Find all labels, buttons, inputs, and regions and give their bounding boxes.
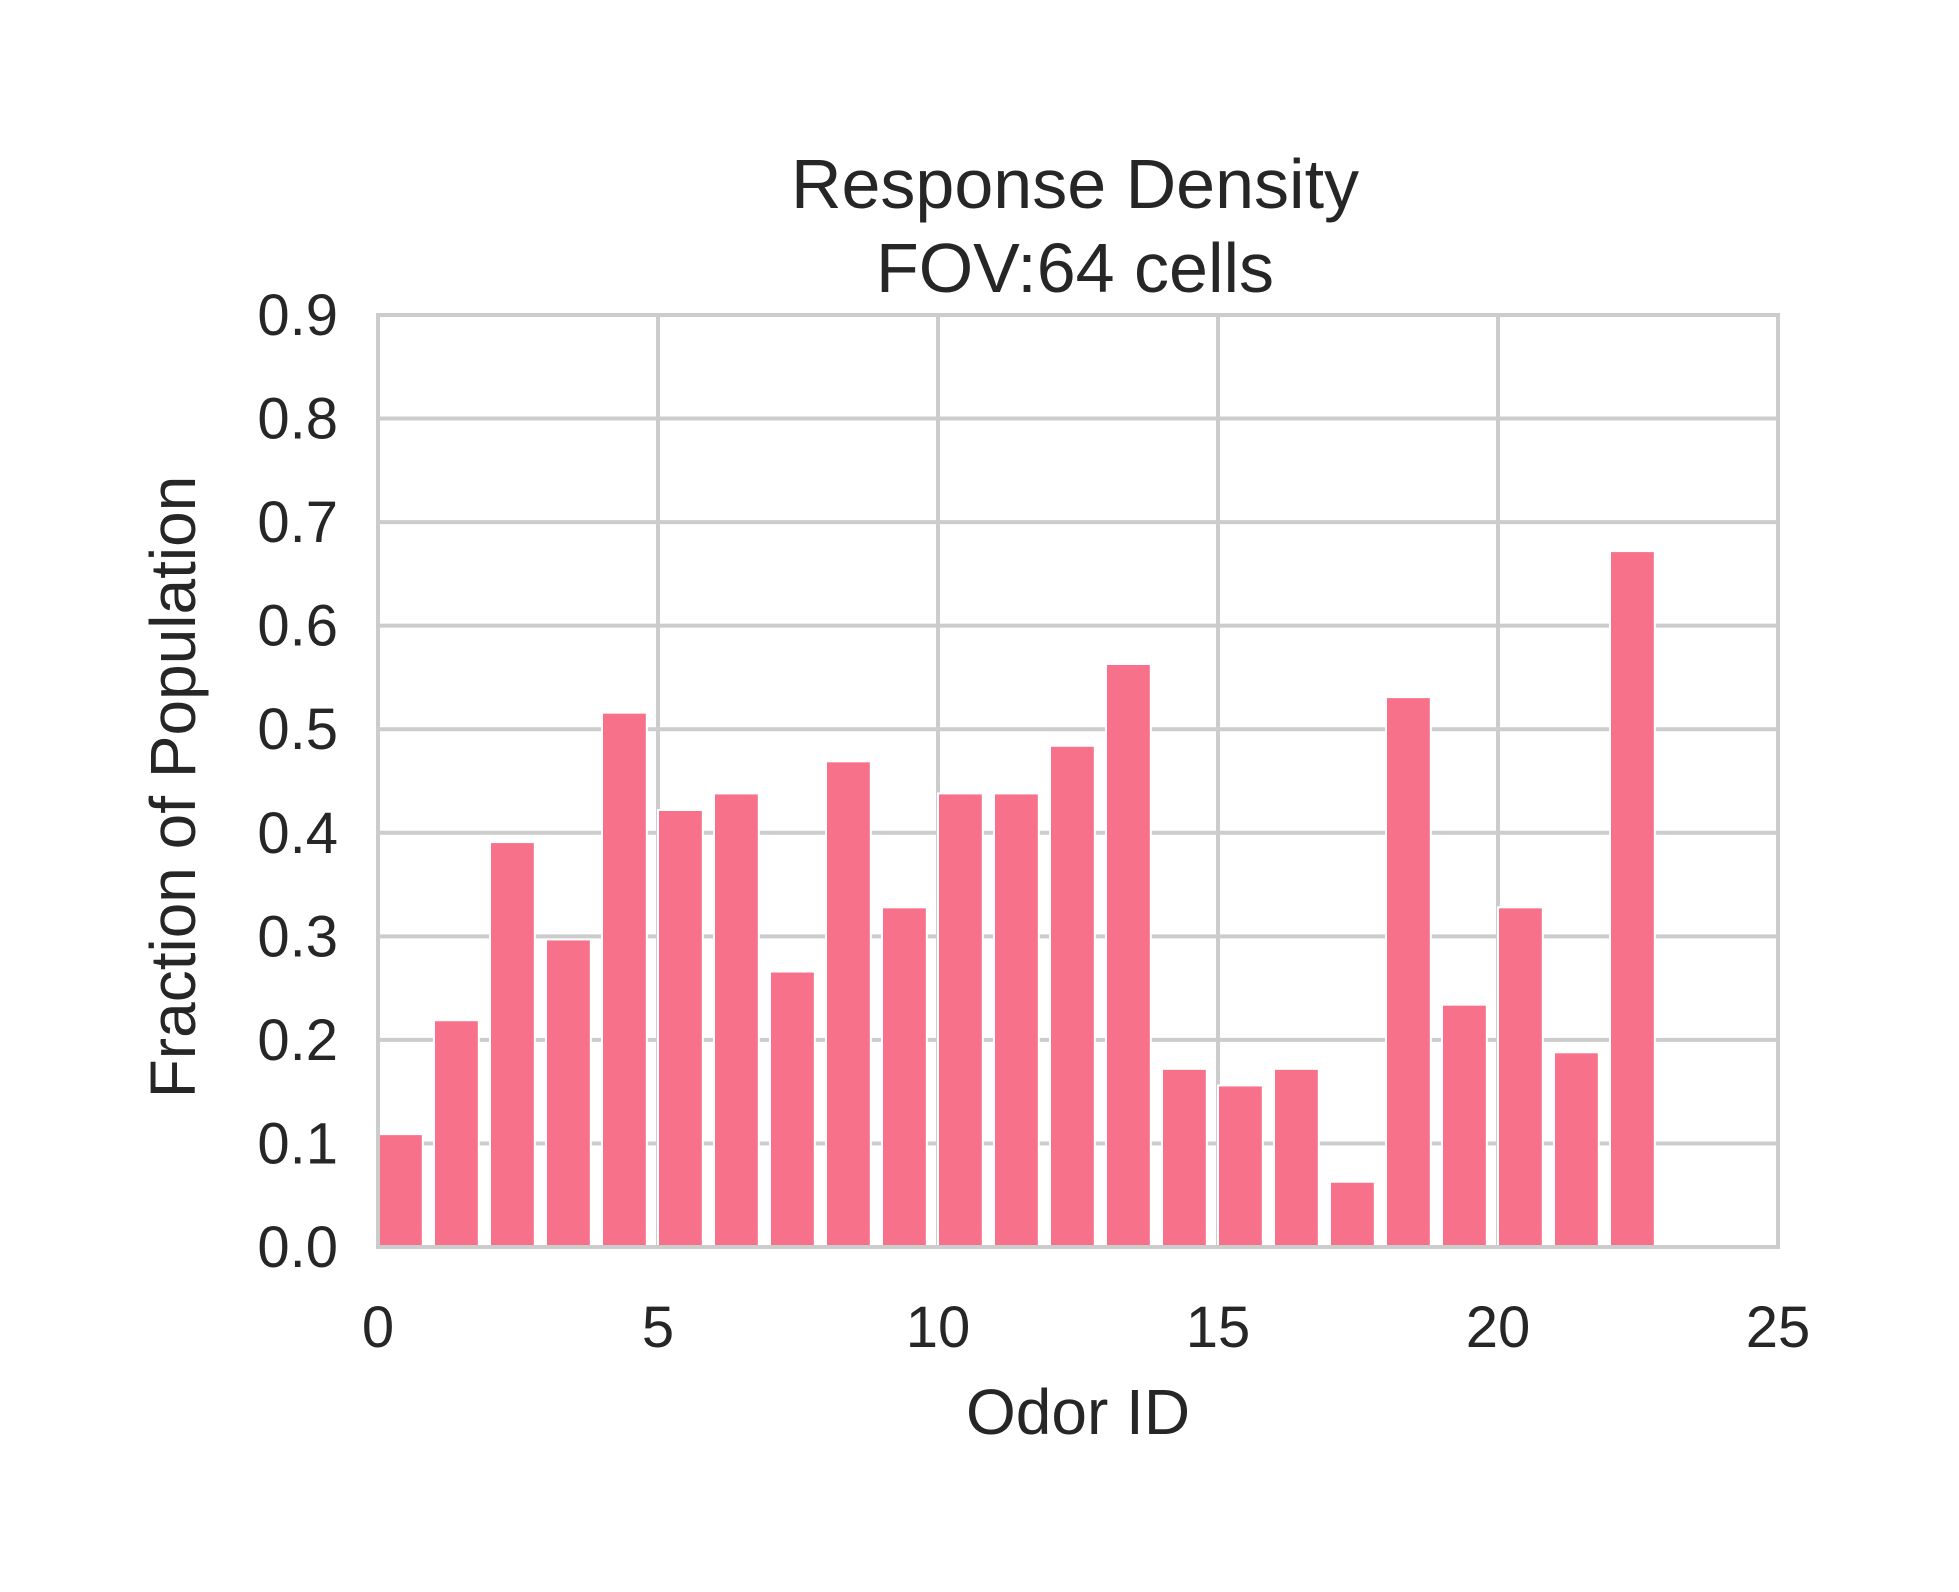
y-tick-label: 0.2 [257, 1008, 338, 1073]
y-tick-label: 0.8 [257, 387, 338, 452]
bar [489, 841, 536, 1248]
x-axis-label: Odor ID [966, 1376, 1190, 1448]
bar [545, 938, 592, 1248]
y-tick-label: 0.7 [257, 490, 338, 555]
bars [377, 550, 1656, 1249]
x-tick-label: 25 [1746, 1295, 1811, 1360]
bar [1105, 662, 1152, 1248]
x-tick-label: 5 [642, 1295, 674, 1360]
x-tick-label: 20 [1466, 1295, 1531, 1360]
chart-title: Response Density [791, 145, 1359, 223]
y-tick-labels: 0.0 0.1 0.2 0.3 0.4 0.5 0.6 0.7 0.8 0.9 [257, 283, 338, 1280]
bar [825, 760, 872, 1249]
bar [769, 970, 816, 1248]
bar [601, 711, 648, 1248]
y-tick-label: 0.3 [257, 904, 338, 969]
bar [881, 906, 928, 1248]
bar [1385, 696, 1432, 1248]
bar [1553, 1051, 1600, 1248]
y-tick-label: 0.5 [257, 697, 338, 762]
y-axis-label: Fraction of Population [137, 476, 209, 1099]
x-tick-label: 15 [1186, 1295, 1251, 1360]
y-tick-label: 0.6 [257, 594, 338, 659]
chart-subtitle: FOV:64 cells [876, 229, 1274, 307]
bar [1441, 1003, 1488, 1248]
bar [1049, 744, 1096, 1249]
y-tick-label: 0.4 [257, 801, 338, 866]
x-tick-label: 0 [362, 1295, 394, 1360]
bar [1497, 906, 1544, 1248]
bar [1329, 1180, 1376, 1249]
y-tick-label: 0.1 [257, 1111, 338, 1176]
bar [433, 1019, 480, 1248]
x-tick-labels: 0 5 10 15 20 25 [362, 1295, 1810, 1360]
bar [1161, 1067, 1208, 1248]
plot-frame [376, 313, 1780, 1249]
bar [993, 792, 1040, 1249]
y-tick-label: 0.9 [257, 283, 338, 348]
x-tick-label: 10 [906, 1295, 971, 1360]
bar [1217, 1084, 1264, 1249]
bar [713, 792, 760, 1249]
bar [377, 1133, 424, 1248]
y-tick-label: 0.0 [257, 1215, 338, 1280]
bar [657, 808, 704, 1248]
bar [1609, 550, 1656, 1248]
bar [937, 792, 984, 1249]
bar [1273, 1067, 1320, 1248]
